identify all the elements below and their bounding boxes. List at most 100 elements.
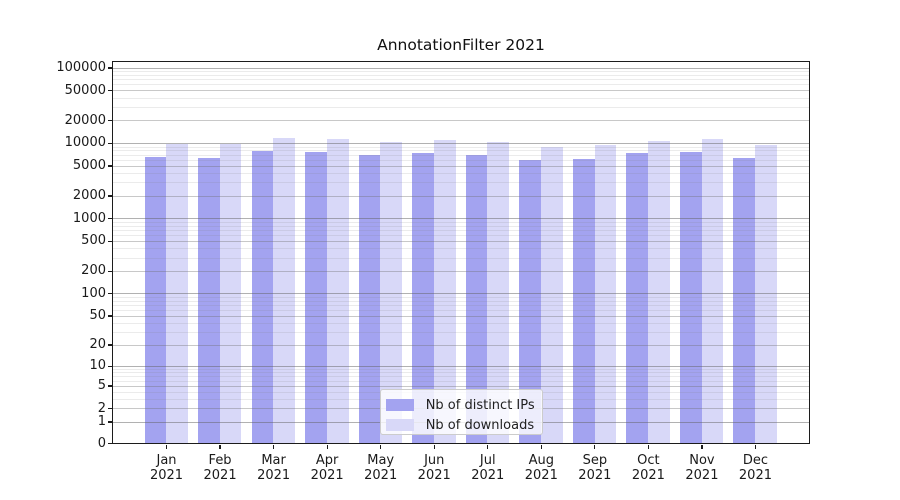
x-tick-line: Mar — [261, 452, 286, 468]
bar-distinct-ips — [144, 157, 167, 444]
major-gridline — [112, 385, 809, 387]
x-tick-mark — [165, 444, 168, 450]
x-tick-line: 2021 — [257, 468, 291, 483]
minor-gridline — [112, 296, 809, 298]
minor-gridline — [112, 368, 809, 370]
y-tick-label: 1000 — [72, 210, 106, 226]
x-tick-label: May 2021 — [341, 453, 421, 484]
y-tick-label: 100 — [81, 285, 106, 301]
bar-downloads — [273, 137, 295, 444]
minor-gridline — [112, 150, 809, 152]
major-gridline — [112, 67, 809, 69]
minor-gridline — [112, 154, 809, 156]
minor-gridline — [112, 372, 809, 374]
y-tick-mark — [108, 385, 113, 387]
x-tick-label: Feb 2021 — [180, 453, 260, 484]
chart-title: AnnotationFilter 2021 — [377, 36, 545, 54]
y-tick-label: 10000 — [64, 135, 106, 151]
minor-gridline — [112, 257, 809, 259]
minor-gridline — [112, 304, 809, 306]
y-tick-mark — [108, 442, 113, 445]
minor-gridline — [112, 97, 809, 99]
major-gridline — [112, 270, 809, 272]
bar-distinct-ips — [572, 158, 595, 444]
bar-distinct-ips — [198, 158, 220, 444]
major-gridline — [112, 120, 809, 122]
x-tick-line: 2021 — [524, 468, 558, 483]
minor-gridline — [112, 146, 809, 148]
bar-downloads — [380, 142, 403, 444]
y-tick-mark — [108, 67, 113, 69]
bars-layer — [113, 62, 809, 444]
legend-row: Nb of distinct IPs — [385, 397, 542, 413]
y-tick-label: 5 — [97, 378, 106, 393]
bar-downloads — [487, 141, 510, 444]
major-gridline — [112, 315, 809, 317]
x-tick-line: Apr — [315, 452, 339, 468]
y-tick-label: 50 — [89, 308, 106, 324]
x-tick-mark — [487, 444, 489, 450]
x-tick-line: Oct — [637, 452, 660, 468]
y-tick-label: 0 — [97, 435, 106, 451]
x-tick-label: Jun 2021 — [394, 453, 474, 484]
x-tick-label: Jul 2021 — [448, 453, 528, 484]
major-gridline — [112, 195, 809, 197]
y-tick-label: 2000 — [72, 188, 106, 204]
bar-distinct-ips — [733, 158, 756, 444]
minor-gridline — [112, 322, 809, 324]
x-tick-line: Feb — [208, 452, 232, 468]
x-tick-mark — [433, 444, 435, 450]
x-tick-mark — [754, 444, 757, 450]
x-tick-mark — [701, 444, 703, 450]
legend-row: Nb of downloads — [385, 417, 542, 433]
y-tick-mark — [108, 142, 113, 145]
x-tick-line: 2021 — [738, 468, 772, 483]
y-tick-label: 20000 — [64, 112, 106, 128]
x-tick-line: 2021 — [631, 468, 665, 483]
minor-gridline — [112, 79, 809, 81]
minor-gridline — [112, 235, 809, 237]
x-tick-line: 2021 — [578, 468, 612, 483]
bar-distinct-ips — [626, 152, 649, 444]
x-tick-line: Sep — [582, 452, 608, 468]
x-tick-line: Jul — [479, 452, 496, 468]
y-tick-label: 100000 — [56, 60, 106, 76]
x-tick-line: 2021 — [471, 468, 505, 483]
x-tick-mark — [219, 444, 221, 450]
minor-gridline — [112, 84, 809, 86]
minor-gridline — [112, 75, 809, 77]
x-tick-label: Mar 2021 — [234, 453, 314, 484]
y-tick-label: 200 — [81, 263, 106, 279]
minor-gridline — [112, 309, 809, 311]
x-tick-mark — [647, 444, 650, 450]
major-gridline — [112, 165, 809, 167]
y-tick-mark — [108, 218, 113, 220]
y-tick-label: 10 — [89, 358, 106, 374]
y-tick-mark — [108, 165, 113, 167]
bar-distinct-ips — [358, 154, 381, 444]
grid-layer — [112, 62, 809, 444]
x-tick-mark — [380, 444, 382, 450]
x-tick-label: Nov 2021 — [662, 453, 742, 484]
x-tick-line: 2021 — [685, 468, 719, 483]
y-tick-mark — [108, 195, 113, 197]
bar-distinct-ips — [465, 155, 488, 444]
minor-gridline — [112, 230, 809, 231]
major-gridline — [112, 293, 809, 295]
y-tick-label: 20 — [89, 337, 106, 353]
x-tick-line: 2021 — [149, 468, 184, 483]
y-tick-mark — [108, 421, 113, 423]
minor-gridline — [112, 376, 809, 378]
y-tick-label: 2 — [97, 400, 106, 416]
bar-downloads — [433, 140, 456, 444]
minor-gridline — [112, 159, 809, 161]
minor-gridline — [112, 248, 809, 250]
minor-gridline — [112, 221, 809, 223]
x-tick-mark — [540, 444, 542, 450]
plot-area: Nb of distinct IPs Nb of downloads — [111, 60, 810, 445]
y-tick-mark — [108, 270, 113, 272]
bar-downloads — [648, 140, 670, 444]
minor-gridline — [112, 331, 809, 333]
legend-label-downloads: Nb of downloads — [425, 417, 535, 433]
